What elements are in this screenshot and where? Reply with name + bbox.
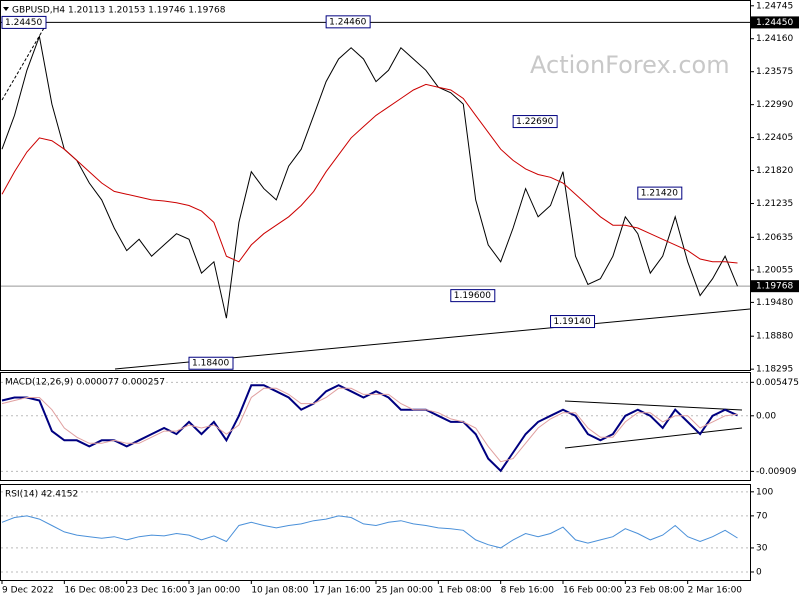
annotation-label: 1.24450 <box>5 18 42 28</box>
y-tick-label: 1.18295 <box>756 365 793 375</box>
y-tick-label: 70 <box>756 511 768 521</box>
series-line <box>1 83 738 264</box>
y-tick-label: 1.19480 <box>756 298 793 308</box>
series-line <box>1 387 738 463</box>
annotation-label: 1.22690 <box>516 117 553 127</box>
x-tick-label: 10 Jan 08:00 <box>251 586 308 596</box>
y-tick-label: 30 <box>756 543 768 553</box>
x-tick-label: 23 Dec 16:00 <box>127 586 188 596</box>
y-tick-label: 0 <box>756 567 762 577</box>
symbol-marker <box>3 7 9 11</box>
y-tick-label: 1.24745 <box>756 1 793 11</box>
y-tick-label: 1.20055 <box>756 266 793 276</box>
y-tick-label: 0.00 <box>756 411 776 421</box>
x-tick-label: 16 Feb 00:00 <box>563 586 622 596</box>
price-label: 1.19768 <box>756 282 793 292</box>
y-tick-label: 1.20635 <box>756 233 793 243</box>
annotation-label: 1.21420 <box>641 189 678 199</box>
y-tick-label: 0.005475 <box>756 378 799 388</box>
price-label-box <box>751 280 799 293</box>
annotation-label: 1.18400 <box>192 359 229 369</box>
x-tick-label: 3 Jan 00:00 <box>189 586 241 596</box>
annotation-box <box>450 289 496 303</box>
x-tick-label: 17 Jan 16:00 <box>314 586 371 596</box>
annotation-box <box>188 356 234 370</box>
y-tick-label: 1.22405 <box>756 133 793 143</box>
annotation-box <box>512 115 558 129</box>
annotation-box <box>550 315 596 329</box>
price-label-box <box>751 16 799 29</box>
series-line <box>1 515 738 549</box>
x-tick-label: 1 Feb 08:00 <box>438 586 492 596</box>
panel-title: MACD(12,26,9) 0.000077 0.000257 <box>5 378 165 388</box>
x-tick-label: 16 Dec 08:00 <box>64 586 125 596</box>
price-label: 1.24450 <box>756 18 793 28</box>
annotation-box <box>637 186 683 200</box>
x-tick-label: 2 Mar 16:00 <box>688 586 743 596</box>
x-tick-label: 23 Feb 08:00 <box>625 586 684 596</box>
y-tick-label: 1.23575 <box>756 67 793 77</box>
y-tick-label: 1.22990 <box>756 100 793 110</box>
y-tick-label: 100 <box>756 487 773 497</box>
x-tick-label: 25 Jan 00:00 <box>376 586 433 596</box>
y-tick-label: 1.18880 <box>756 332 793 342</box>
annotation-label: 1.24460 <box>329 17 366 27</box>
annotation-label: 1.19140 <box>554 317 591 327</box>
annotation-box <box>325 15 371 29</box>
y-tick-label: 1.21235 <box>756 199 793 209</box>
y-tick-label: 1.21820 <box>756 166 793 176</box>
annotation-label: 1.19600 <box>454 291 491 301</box>
annotation-box <box>1 15 47 29</box>
panel-title: GBPUSD,H4 1.20113 1.20153 1.19746 1.1976… <box>12 6 226 16</box>
panel-title: RSI(14) 42.4152 <box>5 490 78 500</box>
x-tick-label: 8 Feb 16:00 <box>501 586 555 596</box>
series-line <box>1 34 738 319</box>
watermark: ActionForex.com <box>530 51 730 79</box>
y-tick-label: -0.00909 <box>756 467 797 477</box>
y-tick-label: 1.24160 <box>756 34 793 44</box>
x-tick-label: 9 Dec 2022 <box>2 586 54 596</box>
